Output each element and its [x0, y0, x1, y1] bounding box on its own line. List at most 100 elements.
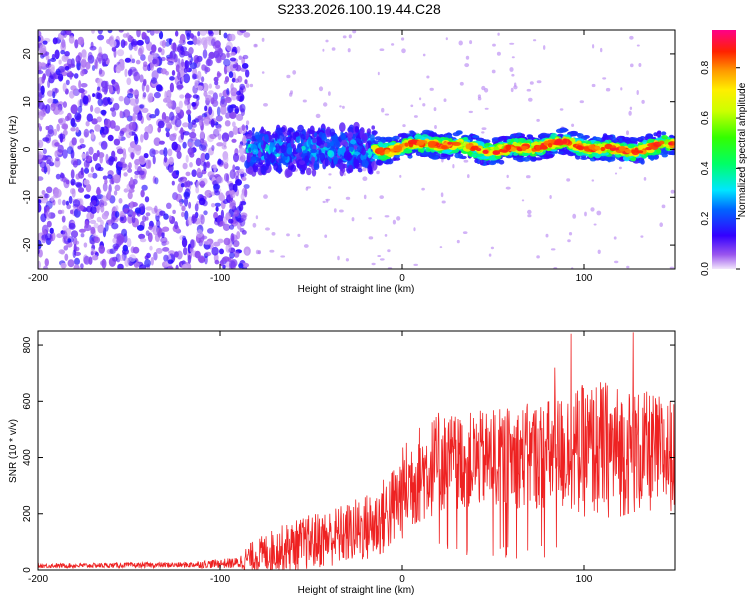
spectrogram-cell	[46, 186, 53, 194]
spectrogram-cell	[228, 130, 234, 138]
spectrogram-cell	[102, 175, 108, 180]
spectrogram-cell	[234, 108, 239, 114]
spectrogram-cell	[171, 141, 178, 151]
spectrogram-cell	[628, 110, 632, 116]
spectrogram-cell	[225, 112, 231, 119]
spectrogram-cell	[46, 159, 52, 165]
spectrogram-cell	[47, 98, 54, 104]
spectrogram-cell	[80, 70, 85, 77]
spectrogram-cell	[89, 45, 97, 51]
x-tick-label: 100	[576, 574, 593, 585]
spectrogram-cell	[93, 222, 99, 229]
spectrogram-cell	[571, 123, 575, 128]
spectrogram-cell	[526, 134, 533, 139]
spectrogram-cell	[54, 88, 58, 94]
spectrogram-cell	[45, 54, 50, 61]
spectrogram-cell	[169, 51, 173, 61]
spectrogram-cell	[222, 264, 226, 269]
spectrogram-cell	[303, 244, 309, 248]
spectrogram-cell	[109, 177, 115, 185]
spectrogram-cell	[70, 104, 78, 115]
spectrogram-cell	[263, 153, 271, 161]
spectrogram-cell	[100, 219, 104, 226]
spectrogram-cell	[505, 186, 511, 190]
spectrogram-cell	[597, 249, 601, 254]
colorbar-label: Normalized spectral amplitude	[737, 82, 748, 217]
spectrogram-cell	[116, 166, 122, 176]
spectrogram-cell	[222, 199, 229, 204]
spectrogram-cell	[214, 202, 222, 207]
spectrogram-cell	[224, 76, 230, 83]
spectrogram-cell	[392, 157, 397, 162]
y-tick-label: 400	[22, 449, 33, 466]
spectrogram-cell	[171, 180, 175, 186]
spectrogram-cell	[352, 30, 357, 34]
spectrogram-cell	[458, 40, 463, 46]
spectrogram-cell	[245, 69, 250, 78]
spectrogram-cell	[38, 70, 44, 75]
spectrogram-cell	[249, 83, 254, 88]
spectrogram-cell	[183, 247, 188, 256]
spectrogram-cell	[295, 135, 301, 144]
spectrogram-cell	[337, 255, 340, 261]
spectrogram-cell	[62, 225, 68, 232]
spectrogram-cell	[348, 164, 353, 171]
spectrogram-cell	[482, 149, 489, 154]
spectrogram-cell	[353, 158, 360, 169]
spectrogram-cell	[162, 247, 170, 252]
spectrogram-cell	[175, 64, 180, 73]
spectrogram-cell	[225, 212, 231, 221]
spectrogram-cell	[78, 228, 86, 233]
spectrogram-cell	[141, 184, 148, 191]
spectrogram-cell	[345, 258, 349, 262]
spectrogram-cell	[224, 120, 231, 127]
spectrogram-cell	[315, 113, 321, 119]
spectrogram-cell	[656, 148, 662, 154]
spectrogram-cell	[152, 58, 158, 65]
spectrogram-cell	[136, 224, 145, 231]
spectrogram-cell	[434, 125, 437, 129]
spectrogram-cell	[361, 159, 369, 168]
spectrogram-cell	[377, 255, 382, 257]
spectrogram-cell	[43, 265, 48, 269]
spectrogram-cell	[86, 113, 94, 122]
spectrogram-cell	[143, 131, 149, 141]
spectrogram-cell	[324, 234, 328, 238]
spectrogram-cell	[138, 233, 146, 240]
spectrogram-cell	[233, 152, 239, 163]
spectrogram-cell	[492, 43, 496, 47]
spectrogram-cell	[234, 209, 240, 217]
spectrogram-cell	[41, 75, 45, 84]
spectrogram-cell	[185, 171, 191, 177]
y-tick-label: 0	[22, 567, 33, 573]
spectrogram-cell	[196, 181, 200, 188]
spectrogram-cell	[429, 131, 435, 137]
spectrogram-cell	[661, 135, 668, 140]
spectrogram-cell	[79, 98, 83, 108]
spectrogram-cell	[278, 127, 283, 136]
spectrogram-cell	[154, 205, 158, 213]
spectrogram-cell	[60, 30, 67, 36]
spectrogram-cell	[60, 262, 67, 269]
spectrogram-cell	[97, 86, 101, 91]
spectrogram-cell	[289, 92, 293, 97]
spectrogram-cell	[562, 138, 568, 144]
spectrogram-cell	[174, 118, 182, 128]
spectrogram-cell	[168, 250, 175, 255]
spectrogram-cell	[421, 187, 425, 191]
spectrogram-cell	[38, 151, 44, 160]
spectrogram-cell	[490, 246, 494, 250]
spectrogram-cell	[87, 173, 94, 178]
spectrogram-cell	[142, 92, 147, 98]
spectrogram-cell	[152, 155, 156, 165]
spectrogram-cell	[600, 157, 607, 161]
spectrogram-cell	[158, 140, 165, 145]
spectrogram-cell	[354, 126, 360, 133]
spectrogram-cell	[245, 83, 250, 88]
spectrogram-cell	[122, 33, 128, 38]
spectrogram-cell	[239, 83, 246, 91]
spectrogram-cell	[297, 233, 301, 237]
spectrogram-cell	[527, 214, 532, 218]
spectrogram-cell	[139, 264, 146, 269]
spectrogram-cell	[83, 255, 91, 265]
